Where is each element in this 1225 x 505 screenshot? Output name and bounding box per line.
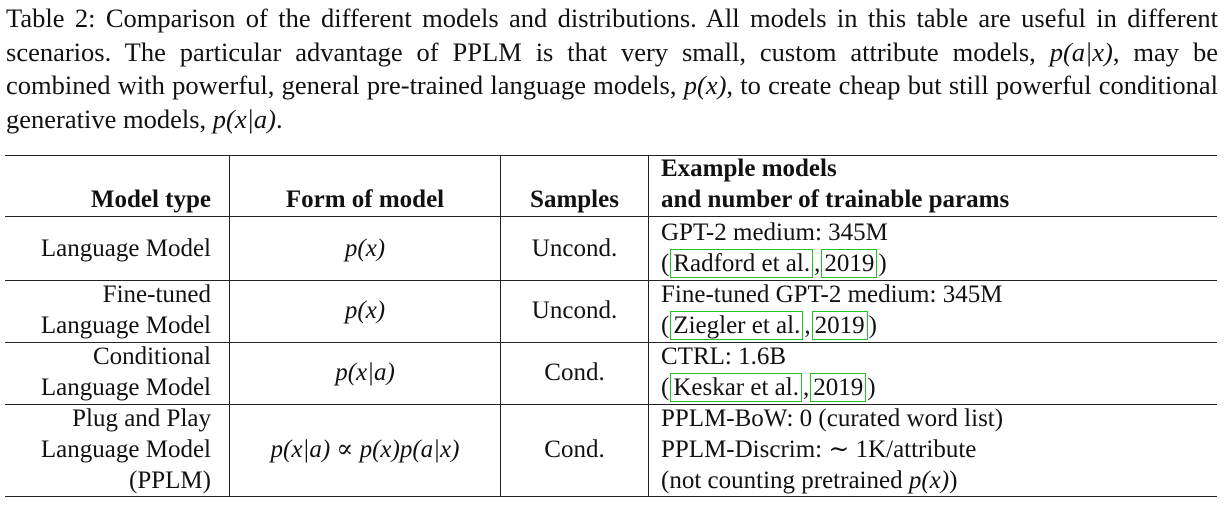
row-rule-3 <box>5 404 1217 405</box>
row-rule-2 <box>5 342 1217 343</box>
citation-link[interactable]: Ziegler et al. <box>670 311 804 340</box>
row4-example-line-3: (not counting pretrained p(x)) <box>661 467 958 494</box>
row2-form: p(x) <box>344 297 386 324</box>
citation-link[interactable]: Radford et al. <box>670 249 814 278</box>
row4-model-type-line-2: Language Model <box>40 436 211 463</box>
row1-citation: (Radford et al., 2019) <box>661 249 887 278</box>
row3-citation: (Keskar et al., 2019) <box>661 373 876 402</box>
caption-text-4: . <box>275 103 283 134</box>
caption-math-2: p(x) <box>683 70 727 100</box>
table-top-rule <box>5 155 1217 156</box>
row2-samples: Uncond. <box>531 297 618 324</box>
header-samples: Samples <box>530 186 619 213</box>
caption-text-3: , to create cheap but still powerful con… <box>6 70 1218 134</box>
row2-model-type-line-1: Fine-tuned <box>102 281 211 308</box>
header-form-of-model: Form of model <box>285 186 445 213</box>
row3-form: p(x|a) <box>335 359 395 386</box>
row4-samples: Cond. <box>544 436 605 463</box>
table-bottom-rule <box>5 496 1217 497</box>
citation-link[interactable]: Keskar et al. <box>670 373 802 402</box>
row1-example: GPT-2 medium: 345M <box>661 219 888 246</box>
header-rule <box>5 216 1217 217</box>
row4-example-line-1: PPLM-BoW: 0 (curated word list) <box>661 405 1004 432</box>
row1-model-type: Language Model <box>40 235 211 262</box>
caption-math-3: p(x|a) <box>212 103 276 134</box>
caption-math-1: p(a|x) <box>1049 36 1113 67</box>
row2-example: Fine-tuned GPT-2 medium: 345M <box>661 281 1003 308</box>
header-example-line-2: and number of trainable params <box>661 186 1010 213</box>
row1-form: p(x) <box>344 235 386 262</box>
row4-form: p(x|a) ∝ p(x)p(a|x) <box>270 436 460 463</box>
row3-samples: Cond. <box>544 359 605 386</box>
caption-text-1: Comparison of the different models and d… <box>6 3 1219 67</box>
row3-model-type-line-1: Conditional <box>92 343 211 370</box>
row2-model-type-line-2: Language Model <box>40 312 211 339</box>
row4-example-line-2: PPLM-Discrim: ∼ 1K/attribute <box>661 436 977 463</box>
row3-example: CTRL: 1.6B <box>661 343 787 370</box>
row-rule-1 <box>5 280 1217 281</box>
row2-citation: (Ziegler et al., 2019) <box>661 311 877 340</box>
row3-model-type-line-2: Language Model <box>40 374 211 401</box>
row4-example-math: p(x) <box>908 467 950 494</box>
citation-year-link[interactable]: 2019 <box>811 311 868 340</box>
caption-label: Table 2: <box>6 3 96 33</box>
table-caption: Table 2: Comparison of the different mod… <box>6 2 1218 136</box>
citation-year-link[interactable]: 2019 <box>810 373 867 402</box>
column-divider-3 <box>648 155 649 497</box>
header-model-type: Model type <box>90 186 211 213</box>
row1-samples: Uncond. <box>531 235 618 262</box>
column-divider-2 <box>500 155 501 497</box>
header-example-line-1: Example models <box>661 155 837 182</box>
caption-text-2: , may be combined with powerful, general… <box>6 36 1218 101</box>
citation-year-link[interactable]: 2019 <box>821 249 878 278</box>
row4-model-type-line-1: Plug and Play <box>72 405 211 432</box>
row4-model-type-line-3: (PPLM) <box>129 467 211 494</box>
column-divider-1 <box>229 155 230 497</box>
